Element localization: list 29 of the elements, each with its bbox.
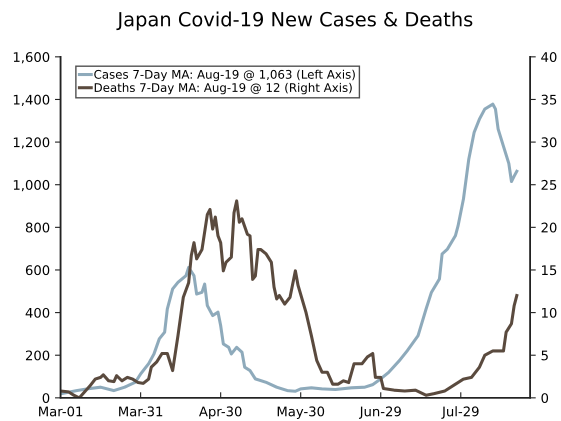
y2-tick-label: 5 bbox=[542, 350, 548, 360]
y-tick-label: 1,000 bbox=[14, 180, 50, 192]
y2-tick-label: 30 bbox=[542, 137, 556, 148]
x-tick-label: Apr-30 bbox=[199, 406, 242, 419]
x-tick-label: Jun-29 bbox=[358, 406, 401, 419]
x-tick-label: Mar-01 bbox=[39, 406, 82, 416]
y2-tick-label: 35 bbox=[542, 94, 556, 105]
line-series bbox=[60, 199, 518, 398]
y2-tick-label: 15 bbox=[542, 265, 556, 276]
x-tick-label: May-30 bbox=[278, 406, 324, 419]
y2-tick-label: 20 bbox=[542, 222, 556, 233]
y-tick-label: 600 bbox=[26, 265, 50, 276]
x-tick-label: Jul-29 bbox=[441, 406, 479, 419]
y-tick-label: 800 bbox=[26, 222, 50, 233]
y-tick-label: 1,200 bbox=[14, 137, 50, 149]
chart-title: Japan Covid-19 New Cases & Deaths bbox=[116, 12, 472, 30]
x-tick-label: Mar-31 bbox=[119, 406, 162, 416]
y-tick-label: 200 bbox=[26, 350, 50, 360]
y2-tick-label: 25 bbox=[542, 180, 556, 190]
line-series bbox=[60, 102, 518, 396]
y2-tick-label: 40 bbox=[541, 52, 556, 62]
y-tick-label: 1,400 bbox=[14, 94, 50, 106]
y-tick-label: 400 bbox=[26, 308, 50, 318]
y-tick-label: 1,600 bbox=[14, 52, 50, 64]
y2-tick-label: 10 bbox=[542, 308, 556, 318]
legend-label: Deaths 7-Day MA: Aug-19 @ 12 (Right Axis) bbox=[94, 82, 352, 94]
y-tick-label: 0 bbox=[42, 393, 50, 404]
y2-tick-label: 0 bbox=[541, 393, 548, 404]
legend-label: Cases 7-Day MA: Aug-19 @ 1,063 (Left Axis) bbox=[94, 70, 355, 82]
